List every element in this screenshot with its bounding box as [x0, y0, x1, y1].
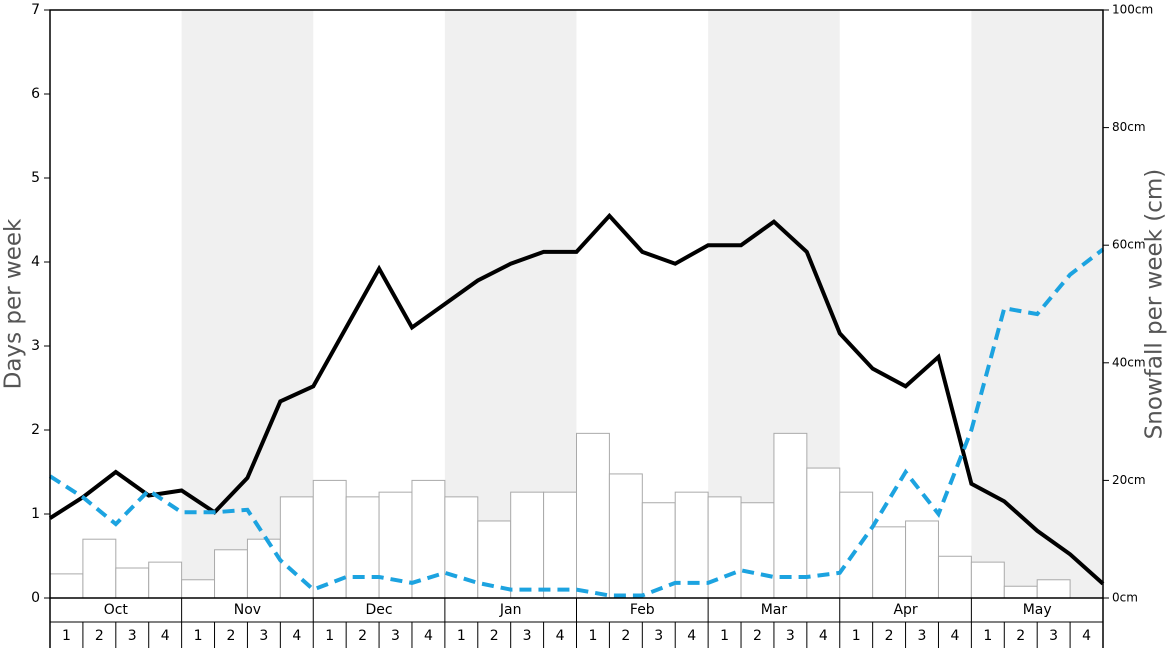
x-tick-label: 3	[1049, 628, 1058, 644]
y-tick-label: 7	[31, 2, 40, 18]
bar	[510, 491, 545, 599]
x-tick-label: 4	[424, 628, 433, 644]
month-label: Mar	[761, 602, 788, 618]
x-tick-label: 2	[95, 628, 104, 644]
x-tick-label: 1	[588, 628, 597, 644]
bar	[378, 491, 413, 599]
x-tick-label: 1	[457, 628, 466, 644]
bar	[905, 520, 939, 599]
y2-tick-label: 40cm	[1112, 355, 1146, 369]
bar	[740, 502, 775, 599]
x-tick-label: 3	[918, 628, 927, 644]
y2-tick-label: 80cm	[1112, 120, 1146, 134]
x-tick-label: 2	[621, 628, 630, 644]
bar	[214, 549, 248, 599]
bar	[674, 491, 709, 599]
month-label: Oct	[104, 602, 129, 618]
y2-axis-title: Snowfall per week (cm)	[1142, 169, 1168, 440]
x-tick-label: 1	[983, 628, 992, 644]
bar	[279, 496, 314, 599]
month-label: Feb	[630, 602, 655, 618]
month-label: Nov	[234, 602, 261, 618]
x-tick-label: 4	[687, 628, 696, 644]
x-tick-label: 4	[292, 628, 301, 644]
bar	[1036, 579, 1071, 599]
bar	[148, 561, 183, 599]
line	[48, 212, 1105, 586]
month-label: Jan	[499, 602, 522, 618]
x-tick-label: 1	[720, 628, 729, 644]
bar	[806, 467, 841, 599]
x-tick-label: 4	[950, 628, 959, 644]
y-tick-label: 5	[31, 170, 40, 186]
x-tick-label: 1	[194, 628, 203, 644]
bar	[576, 432, 610, 599]
bar	[839, 491, 874, 599]
y2-tick-label: 20cm	[1112, 473, 1146, 487]
bar	[872, 526, 907, 599]
bar	[937, 555, 972, 599]
x-tick-label: 4	[556, 628, 565, 644]
month-shade	[971, 10, 1103, 598]
bar	[773, 432, 808, 599]
bar	[477, 520, 512, 599]
x-tick-label: 4	[819, 628, 828, 644]
bar	[82, 538, 117, 599]
month-label: Apr	[893, 602, 917, 618]
bar	[115, 567, 150, 599]
y-tick-label: 6	[31, 86, 40, 102]
x-tick-label: 4	[1082, 628, 1091, 644]
x-tick-label: 2	[885, 628, 894, 644]
y2-tick-label: 0cm	[1112, 591, 1138, 605]
month-label: Dec	[366, 602, 393, 618]
x-tick-label: 3	[259, 628, 268, 644]
bar	[1003, 585, 1038, 599]
line	[48, 247, 1105, 598]
y2-tick-label: 60cm	[1112, 238, 1146, 252]
x-tick-label: 1	[325, 628, 334, 644]
bar	[970, 561, 1005, 599]
y-tick-label: 3	[31, 338, 40, 354]
x-tick-label: 2	[358, 628, 367, 644]
x-tick-label: 2	[490, 628, 499, 644]
x-tick-label: 3	[128, 628, 137, 644]
x-tick-label: 1	[62, 628, 71, 644]
bar	[181, 579, 216, 599]
bar	[49, 573, 84, 599]
y-axis-title: Days per week	[1, 218, 27, 389]
y-tick-label: 1	[31, 506, 40, 522]
y-tick-label: 4	[31, 254, 40, 270]
y-tick-label: 0	[31, 590, 40, 606]
y-tick-label: 2	[31, 422, 40, 438]
x-tick-label: 2	[753, 628, 762, 644]
bar	[543, 491, 577, 599]
y2-tick-label: 100cm	[1112, 3, 1153, 17]
x-tick-label: 2	[1016, 628, 1025, 644]
x-tick-label: 4	[161, 628, 170, 644]
bar	[608, 473, 643, 599]
x-tick-label: 1	[852, 628, 861, 644]
x-tick-label: 3	[391, 628, 400, 644]
bar	[345, 496, 380, 599]
x-tick-label: 3	[523, 628, 532, 644]
x-tick-label: 2	[227, 628, 236, 644]
bar	[246, 538, 281, 599]
x-tick-label: 3	[786, 628, 795, 644]
month-label: May	[1023, 602, 1052, 618]
x-tick-label: 3	[654, 628, 663, 644]
